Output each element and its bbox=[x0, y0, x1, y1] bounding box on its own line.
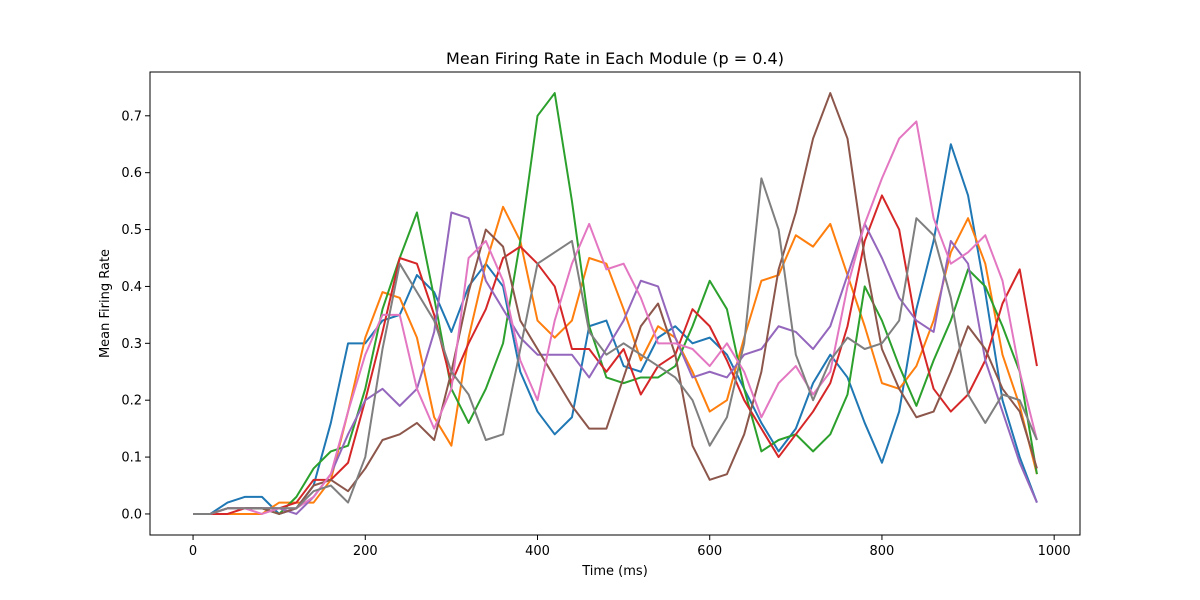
y-tick-label: 0.1 bbox=[121, 451, 142, 466]
plot-frame bbox=[149, 71, 1081, 536]
series-line-6 bbox=[193, 92, 1038, 515]
x-tick-label: 600 bbox=[697, 544, 722, 559]
y-axis-title: Mean Firing Rate bbox=[98, 249, 113, 358]
series-line-5 bbox=[193, 211, 1038, 515]
series-line-1 bbox=[193, 143, 1038, 515]
y-tick-label: 0.0 bbox=[121, 507, 142, 522]
x-tick-label: 400 bbox=[525, 544, 550, 559]
x-axis: 0 200 400 600 800 1000 bbox=[189, 535, 1071, 559]
y-axis: 0.0 0.1 0.2 0.3 0.4 0.5 0.6 0.7 bbox=[121, 109, 150, 522]
y-tick-label: 0.2 bbox=[121, 394, 142, 409]
series-layer bbox=[193, 92, 1038, 515]
series-line-8 bbox=[193, 177, 1038, 515]
series-line-7 bbox=[193, 120, 1038, 515]
x-tick-label: 1000 bbox=[1038, 544, 1071, 559]
x-tick-label: 0 bbox=[189, 544, 197, 559]
y-tick-label: 0.3 bbox=[121, 337, 142, 352]
y-tick-label: 0.4 bbox=[121, 280, 142, 295]
x-tick-label: 800 bbox=[870, 544, 895, 559]
y-tick-label: 0.6 bbox=[121, 166, 142, 181]
chart-title: Mean Firing Rate in Each Module (p = 0.4… bbox=[446, 49, 784, 68]
y-tick-label: 0.5 bbox=[121, 223, 142, 238]
x-tick-label: 200 bbox=[353, 544, 378, 559]
series-line-4 bbox=[193, 194, 1038, 515]
x-axis-title: Time (ms) bbox=[581, 564, 648, 579]
series-line-3 bbox=[193, 92, 1038, 515]
y-tick-label: 0.7 bbox=[121, 109, 142, 124]
